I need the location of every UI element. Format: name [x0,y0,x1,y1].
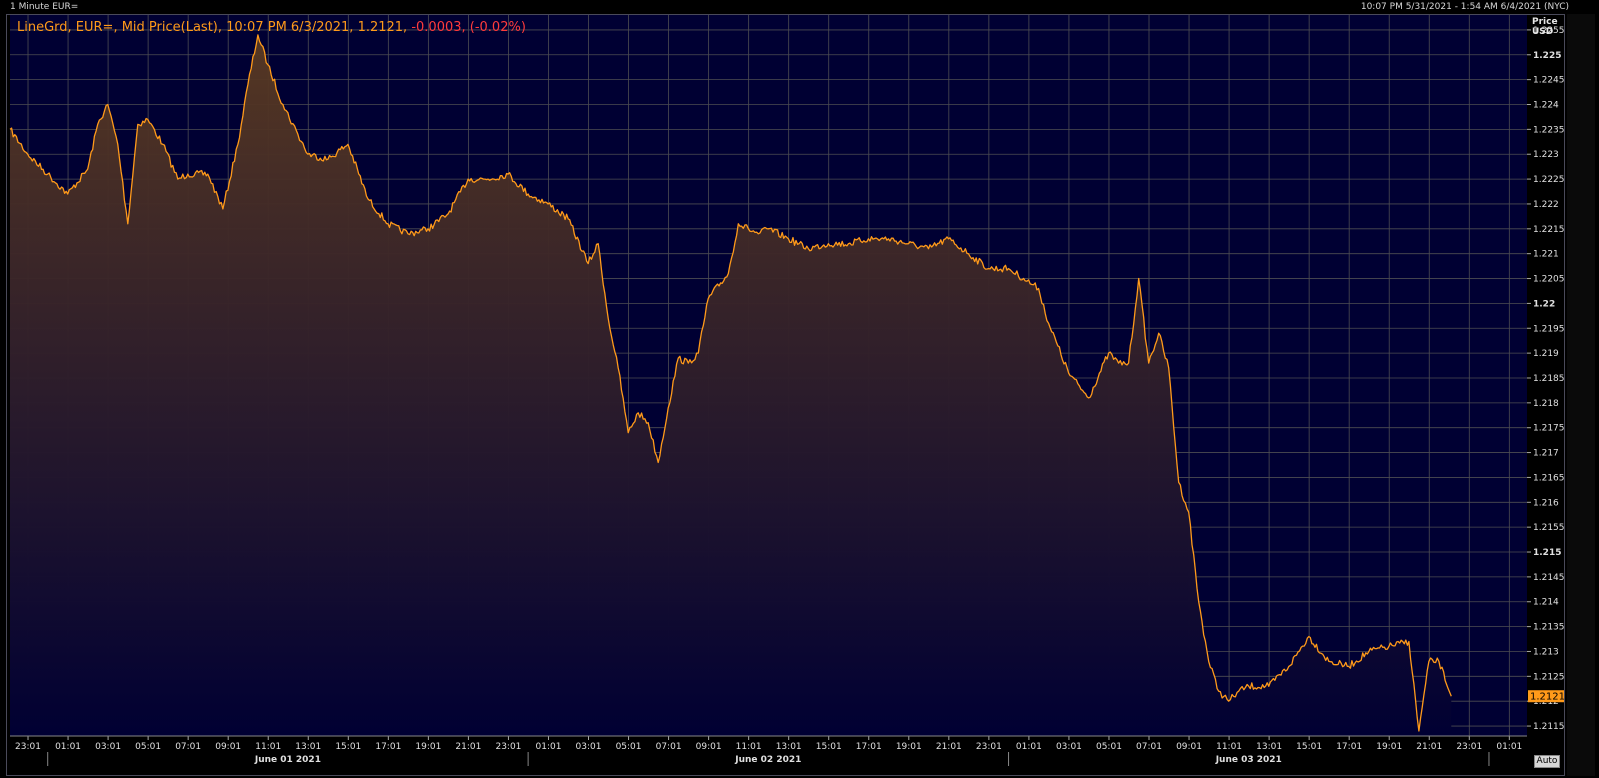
legend-main-text: LineGrd, EUR=, Mid Price(Last), 10:07 PM… [17,20,412,35]
x-tick-label: 11:01 [1216,742,1242,752]
y-tick-label: 1.217 [1533,449,1559,459]
x-tick-label: 07:01 [656,742,682,752]
legend-change-text: -0.0003, (-0.02%) [411,20,526,35]
y-tick-label: 1.216 [1533,498,1559,508]
x-tick-label: 01:01 [1496,742,1522,752]
x-tick-label: 23:01 [976,742,1002,752]
x-tick-label: 19:01 [1376,742,1402,752]
y-tick-label: 1.214 [1533,598,1559,608]
x-tick-label: 07:01 [175,742,201,752]
x-tick-label: 19:01 [896,742,922,752]
x-tick-label: 23:01 [1456,742,1482,752]
x-tick-label: 19:01 [415,742,441,752]
price-axis-header: Price USD [1532,17,1558,37]
price-axis-title: Price [1532,17,1558,27]
y-tick-label: 1.218 [1533,399,1559,409]
y-tick-label: 1.2145 [1533,573,1565,583]
y-tick-label: 1.224 [1533,101,1559,111]
y-tick-label: 1.2125 [1533,672,1565,682]
chart-legend: LineGrd, EUR=, Mid Price(Last), 10:07 PM… [17,20,526,35]
title-bar: 1 Minute EUR= 10:07 PM 5/31/2021 - 1:54 … [0,0,1599,14]
x-tick-label: 21:01 [1416,742,1442,752]
y-tick-label: 1.2225 [1533,175,1565,185]
y-tick-label: 1.2165 [1533,473,1565,483]
date-label: June 03 2021 [1215,755,1282,765]
x-tick-label: 15:01 [816,742,842,752]
price-area-fill [10,34,1452,736]
window-title: 1 Minute EUR= [10,2,79,12]
y-tick-label: 1.2215 [1533,225,1565,235]
y-tick-label: 1.221 [1533,250,1559,260]
x-tick-label: 15:01 [335,742,361,752]
x-tick-label: 01:01 [55,742,81,752]
y-tick-label: 1.2235 [1533,125,1565,135]
x-tick-label: 11:01 [255,742,281,752]
y-tick-label: 1.222 [1533,200,1559,210]
x-tick-label: 13:01 [1256,742,1282,752]
price-axis-unit: USD [1532,27,1554,37]
x-tick-label: 09:01 [696,742,722,752]
y-tick-label: 1.225 [1533,51,1561,61]
y-tick-label: 1.215 [1533,548,1561,558]
y-tick-label: 1.2195 [1533,324,1565,334]
x-tick-label: 05:01 [135,742,161,752]
y-tick-label: 1.2185 [1533,374,1565,384]
price-chart[interactable]: 1.2255 1.225 1.2245 1.224 1.2235 1.223 1.2225 1… [0,0,1566,778]
x-tick-label: 15:01 [1296,742,1322,752]
x-tick-label: 03:01 [95,742,121,752]
y-tick-label: 1.219 [1533,349,1559,359]
x-tick-label: 01:01 [536,742,562,752]
last-price-label: 1.2121 [1530,692,1565,703]
price-line [9,34,1452,732]
last-price-tag: 1.2121 [1528,690,1565,703]
x-tick-label: 09:01 [1176,742,1202,752]
chart-frame [6,14,1565,776]
date-label: June 01 2021 [254,755,321,765]
y-tick-label: 1.2175 [1533,424,1565,434]
y-tick-label: 1.2115 [1533,722,1565,732]
x-tick-label: 05:01 [616,742,642,752]
y-tick-label: 1.2245 [1533,76,1565,86]
time-range: 10:07 PM 5/31/2021 - 1:54 AM 6/4/2021 (N… [1360,2,1569,12]
x-tick-label: 17:01 [856,742,882,752]
x-tick-label: 09:01 [215,742,241,752]
y-tick-label: 1.213 [1533,647,1559,657]
x-tick-label: 11:01 [736,742,762,752]
x-tick-label: 13:01 [295,742,321,752]
y-axis: 1.2255 1.225 1.2245 1.224 1.2235 1.223 1.2225 1… [1527,26,1565,732]
x-tick-label: 23:01 [15,742,41,752]
x-tick-label: 05:01 [1096,742,1122,752]
y-tick-label: 1.22 [1533,299,1555,309]
x-tick-label: 07:01 [1136,742,1162,752]
x-tick-label: 23:01 [495,742,521,752]
x-tick-label: 17:01 [1336,742,1362,752]
x-tick-label: 13:01 [776,742,802,752]
x-tick-label: 21:01 [455,742,481,752]
x-tick-label: 03:01 [576,742,602,752]
x-tick-label: 21:01 [936,742,962,752]
auto-scale-button[interactable]: Auto [1534,755,1560,768]
y-tick-label: 1.2155 [1533,523,1565,533]
x-tick-label: 03:01 [1056,742,1082,752]
right-panel [1567,14,1595,776]
y-tick-label: 1.2205 [1533,275,1565,285]
y-tick-label: 1.223 [1533,150,1559,160]
y-tick-label: 1.2135 [1533,623,1565,633]
x-tick-label: 01:01 [1016,742,1042,752]
x-axis: 23:01 01:01 03:01 05:01 07:01 09:01 11:01 13:01… [10,735,1527,766]
date-label: June 02 2021 [734,755,801,765]
y-tick-label: 1.2255 [1533,26,1565,36]
x-tick-label: 17:01 [375,742,401,752]
